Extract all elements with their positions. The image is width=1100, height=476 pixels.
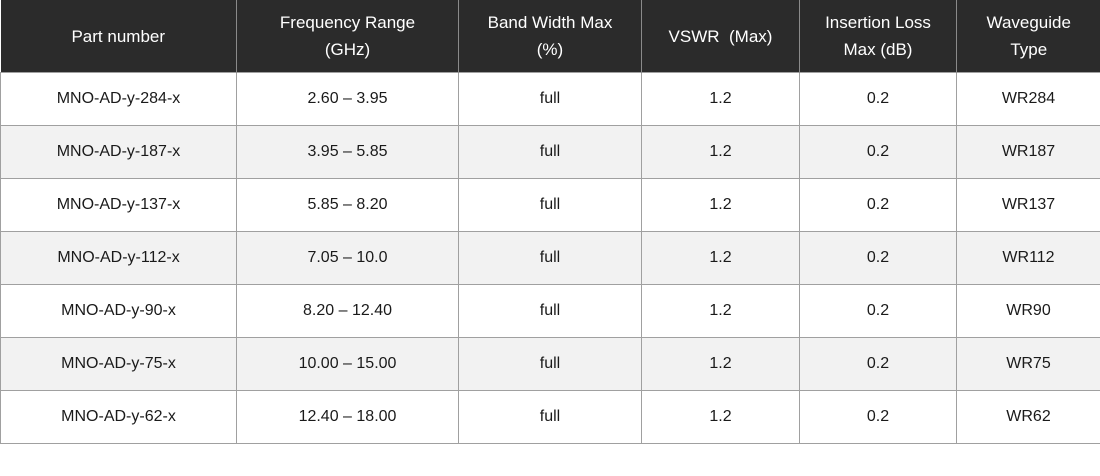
table-cell: 0.2 [799, 72, 957, 126]
header-text: Waveguide [986, 13, 1071, 32]
table-cell: 0.2 [799, 178, 957, 232]
header-row: Part number Frequency Range (GHz) Band Widt… [0, 0, 1100, 73]
header-text: (GHz) [324, 40, 371, 59]
table-cell: 8.20 – 12.40 [236, 284, 459, 338]
table-cell: full [458, 72, 642, 126]
header-text: Frequency Range [279, 13, 416, 32]
table-cell: 5.85 – 8.20 [236, 178, 459, 232]
table-cell: WR90 [956, 284, 1100, 338]
table-cell: MNO-AD-y-75-x [0, 337, 237, 391]
table-cell: MNO-AD-y-112-x [0, 231, 237, 285]
table-row: MNO-AD-y-90-x 8.20 – 12.40 full 1.2 0.2 WR90 [0, 284, 1100, 338]
table-cell: 0.2 [799, 284, 957, 338]
table-cell: 12.40 – 18.00 [236, 390, 459, 444]
table-row: MNO-AD-y-284-x 2.60 – 3.95 full 1.2 0.2 WR284 [0, 72, 1100, 126]
table-cell: full [458, 390, 642, 444]
table-cell: 1.2 [641, 72, 800, 126]
header-cell: Part number [0, 0, 237, 73]
table-cell: 1.2 [641, 284, 800, 338]
header-cell: Band Width Max (%) [458, 0, 642, 73]
header-text: VSWR (Max) [668, 26, 773, 46]
header-text: Insertion Loss [825, 13, 931, 32]
header-text: Type [1010, 40, 1048, 59]
table-cell: MNO-AD-y-62-x [0, 390, 237, 444]
spec-table: Part number Frequency Range (GHz) Band Widt… [0, 0, 1100, 444]
table-cell: MNO-AD-y-284-x [0, 72, 237, 126]
table-cell: full [458, 337, 642, 391]
header-text: Part number [71, 26, 166, 46]
header-cell: Frequency Range (GHz) [236, 0, 459, 73]
table-cell: 1.2 [641, 178, 800, 232]
table-cell: 1.2 [641, 390, 800, 444]
table-cell: full [458, 284, 642, 338]
header-cell: VSWR (Max) [641, 0, 800, 73]
table-cell: full [458, 125, 642, 179]
table-cell: MNO-AD-y-90-x [0, 284, 237, 338]
table-cell: full [458, 231, 642, 285]
table-cell: MNO-AD-y-187-x [0, 125, 237, 179]
table-cell: WR187 [956, 125, 1100, 179]
table-cell: 0.2 [799, 125, 957, 179]
table-row: MNO-AD-y-75-x 10.00 – 15.00 full 1.2 0.2 WR75 [0, 337, 1100, 391]
table-cell: 1.2 [641, 231, 800, 285]
header-cell: Insertion Loss Max (dB) [799, 0, 957, 73]
table-row: MNO-AD-y-137-x 5.85 – 8.20 full 1.2 0.2 WR137 [0, 178, 1100, 232]
table-cell: full [458, 178, 642, 232]
table-cell: WR284 [956, 72, 1100, 126]
table-cell: 3.95 – 5.85 [236, 125, 459, 179]
header-text: Band Width Max [487, 13, 613, 32]
table-row: MNO-AD-y-112-x 7.05 – 10.0 full 1.2 0.2 WR112 [0, 231, 1100, 285]
table-cell: 2.60 – 3.95 [236, 72, 459, 126]
table-body: MNO-AD-y-284-x 2.60 – 3.95 full 1.2 0.2 WR284… [0, 72, 1100, 444]
header-text: (%) [536, 40, 564, 59]
table-row: MNO-AD-y-187-x 3.95 – 5.85 full 1.2 0.2 WR187 [0, 125, 1100, 179]
table-cell: WR112 [956, 231, 1100, 285]
table-cell: 1.2 [641, 337, 800, 391]
table-cell: 7.05 – 10.0 [236, 231, 459, 285]
header-cell: Waveguide Type [956, 0, 1100, 73]
table-row: MNO-AD-y-62-x 12.40 – 18.00 full 1.2 0.2 WR62 [0, 390, 1100, 444]
table-cell: 10.00 – 15.00 [236, 337, 459, 391]
table-cell: MNO-AD-y-137-x [0, 178, 237, 232]
table-cell: WR137 [956, 178, 1100, 232]
header-text: Max (dB) [843, 40, 913, 59]
table-cell: WR62 [956, 390, 1100, 444]
table-cell: 0.2 [799, 337, 957, 391]
table-cell: WR75 [956, 337, 1100, 391]
table-cell: 0.2 [799, 231, 957, 285]
table-cell: 0.2 [799, 390, 957, 444]
table-cell: 1.2 [641, 125, 800, 179]
